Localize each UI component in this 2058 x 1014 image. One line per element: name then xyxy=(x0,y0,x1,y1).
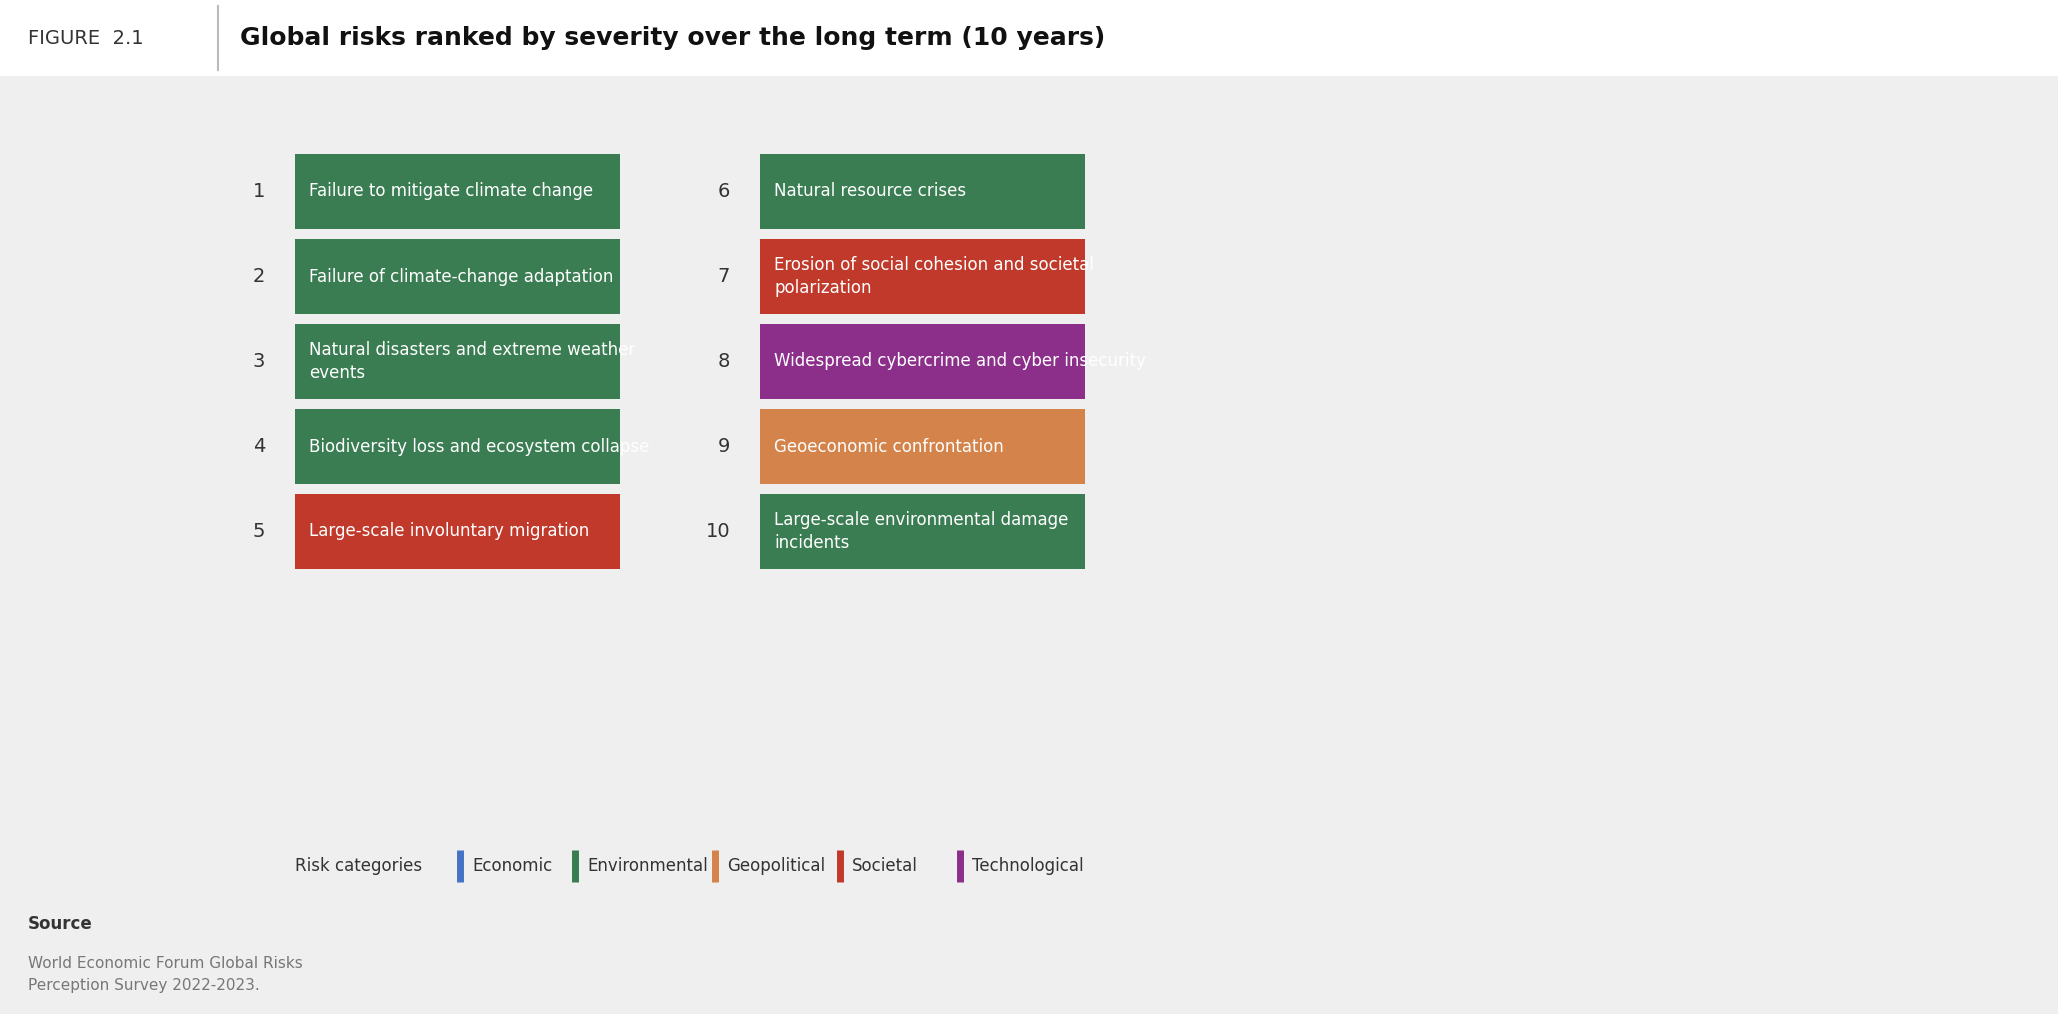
Text: FIGURE  2.1: FIGURE 2.1 xyxy=(29,28,144,48)
Text: Global risks ranked by severity over the long term (10 years): Global risks ranked by severity over the… xyxy=(241,26,1105,50)
Text: Biodiversity loss and ecosystem collapse: Biodiversity loss and ecosystem collapse xyxy=(309,437,650,455)
Text: Failure to mitigate climate change: Failure to mitigate climate change xyxy=(309,183,593,201)
Bar xyxy=(0,0,2058,76)
Text: Large-scale involuntary migration: Large-scale involuntary migration xyxy=(309,522,589,540)
Bar xyxy=(294,239,619,314)
Text: Erosion of social cohesion and societal
polarization: Erosion of social cohesion and societal … xyxy=(774,256,1095,297)
Text: Failure of climate-change adaptation: Failure of climate-change adaptation xyxy=(309,268,613,286)
Bar xyxy=(294,324,619,399)
Text: Widespread cybercrime and cyber insecurity: Widespread cybercrime and cyber insecuri… xyxy=(774,353,1146,370)
Text: 4: 4 xyxy=(253,437,265,456)
Text: 10: 10 xyxy=(706,522,731,541)
Bar xyxy=(759,409,1085,484)
Text: 6: 6 xyxy=(718,182,731,201)
Text: Risk categories: Risk categories xyxy=(294,857,422,875)
Text: Source: Source xyxy=(29,915,93,933)
Bar xyxy=(294,154,619,229)
Text: 9: 9 xyxy=(718,437,731,456)
Text: 8: 8 xyxy=(718,352,731,371)
Text: 7: 7 xyxy=(718,267,731,286)
Text: Geopolitical: Geopolitical xyxy=(726,857,825,875)
Text: Natural resource crises: Natural resource crises xyxy=(774,183,965,201)
Text: 3: 3 xyxy=(253,352,265,371)
Text: 1: 1 xyxy=(253,182,265,201)
Text: 5: 5 xyxy=(253,522,265,541)
Text: Environmental: Environmental xyxy=(587,857,708,875)
Bar xyxy=(294,494,619,569)
Text: Natural disasters and extreme weather
events: Natural disasters and extreme weather ev… xyxy=(309,341,636,382)
Text: Societal: Societal xyxy=(852,857,918,875)
Bar xyxy=(759,239,1085,314)
Text: Technological: Technological xyxy=(971,857,1085,875)
Text: Economic: Economic xyxy=(471,857,552,875)
Bar xyxy=(759,324,1085,399)
Text: Geoeconomic confrontation: Geoeconomic confrontation xyxy=(774,437,1004,455)
Bar xyxy=(759,154,1085,229)
Bar xyxy=(759,494,1085,569)
Text: Large-scale environmental damage
incidents: Large-scale environmental damage inciden… xyxy=(774,511,1068,553)
Bar xyxy=(294,409,619,484)
Text: 2: 2 xyxy=(253,267,265,286)
Text: World Economic Forum Global Risks
Perception Survey 2022-2023.: World Economic Forum Global Risks Percep… xyxy=(29,956,303,993)
